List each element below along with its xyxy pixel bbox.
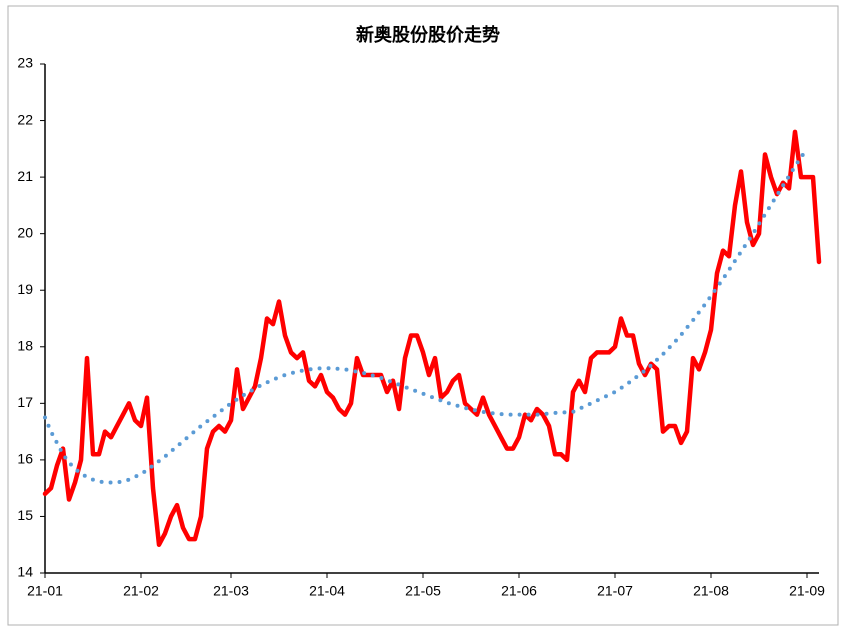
y-tick-label: 23 bbox=[17, 55, 33, 71]
chart-title: 新奥股份股价走势 bbox=[356, 24, 500, 45]
price-line bbox=[42, 129, 822, 547]
y-tick-label: 15 bbox=[17, 507, 33, 523]
chart-border bbox=[7, 5, 839, 626]
y-tick-label: 22 bbox=[17, 111, 33, 127]
x-tick-label: 21-01 bbox=[27, 583, 63, 599]
x-tick-label: 21-09 bbox=[789, 583, 825, 599]
y-tick-label: 19 bbox=[17, 281, 33, 297]
x-tick-label: 21-08 bbox=[693, 583, 729, 599]
y-tick-label: 14 bbox=[17, 564, 33, 580]
x-tick-label: 21-07 bbox=[597, 583, 633, 599]
x-tick-label: 21-06 bbox=[501, 583, 537, 599]
x-tick-label: 21-03 bbox=[213, 583, 249, 599]
y-tick-label: 16 bbox=[17, 451, 33, 467]
y-tick-label: 17 bbox=[17, 394, 33, 410]
y-tick-label: 21 bbox=[17, 168, 33, 184]
y-tick-label: 20 bbox=[17, 224, 33, 240]
x-tick-label: 21-05 bbox=[405, 583, 441, 599]
x-tick-label: 21-02 bbox=[123, 583, 159, 599]
y-tick-label: 18 bbox=[17, 337, 33, 353]
trend-line bbox=[43, 146, 809, 485]
x-tick-label: 21-04 bbox=[309, 583, 345, 599]
